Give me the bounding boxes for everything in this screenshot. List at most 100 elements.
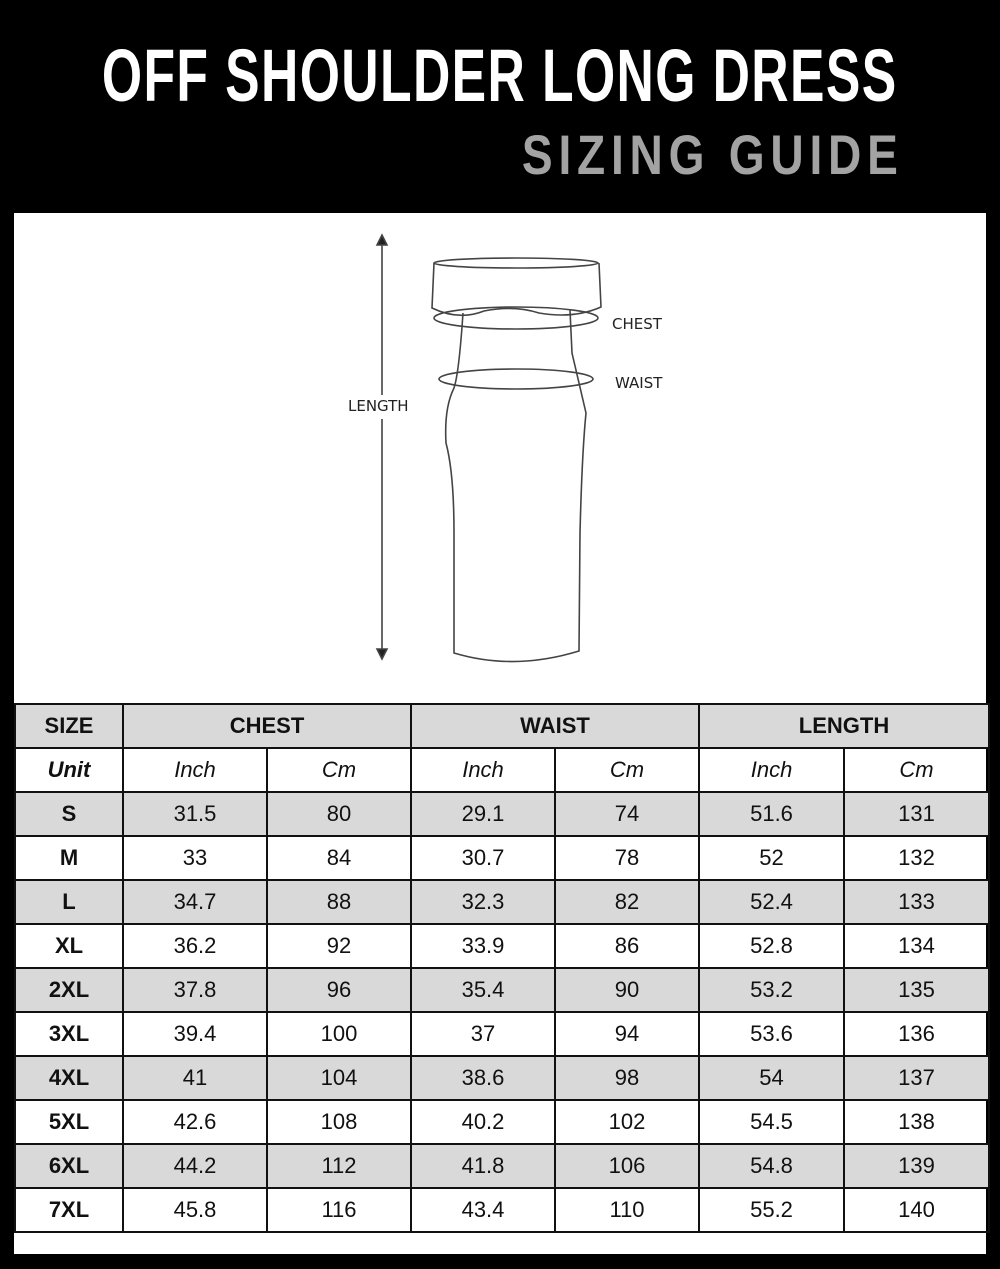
value-cell: 37.8 [122, 967, 268, 1013]
size-cell: S [14, 791, 124, 837]
unit-cell: Cm [553, 747, 701, 793]
table-row: M 33 84 30.7 78 52 132 [14, 835, 991, 881]
value-cell: 55.2 [698, 1187, 846, 1233]
value-cell: 35.4 [410, 967, 556, 1013]
table-row: S 31.5 80 29.1 74 51.6 131 [14, 791, 991, 837]
value-cell: 131 [843, 791, 991, 837]
table-row: XL 36.2 92 33.9 86 52.8 134 [14, 923, 991, 969]
size-cell: 7XL [14, 1187, 124, 1233]
value-cell: 86 [553, 923, 701, 969]
value-cell: 37 [410, 1011, 556, 1057]
value-cell: 33 [122, 835, 268, 881]
value-cell: 84 [266, 835, 412, 881]
value-cell: 80 [266, 791, 412, 837]
value-cell: 112 [266, 1143, 412, 1189]
table-row: 3XL 39.4 100 37 94 53.6 136 [14, 1011, 991, 1057]
value-cell: 102 [553, 1099, 701, 1145]
value-cell: 32.3 [410, 879, 556, 925]
unit-cell: Cm [843, 747, 991, 793]
table-row: 7XL 45.8 116 43.4 110 55.2 140 [14, 1187, 991, 1233]
length-label: LENGTH [348, 397, 409, 415]
value-cell: 140 [843, 1187, 991, 1233]
value-cell: 132 [843, 835, 991, 881]
value-cell: 54.5 [698, 1099, 846, 1145]
value-cell: 133 [843, 879, 991, 925]
chest-label: CHEST [612, 315, 663, 333]
size-header: SIZE [14, 703, 124, 749]
value-cell: 110 [553, 1187, 701, 1233]
value-cell: 98 [553, 1055, 701, 1101]
size-cell: 2XL [14, 967, 124, 1013]
value-cell: 134 [843, 923, 991, 969]
size-cell: L [14, 879, 124, 925]
unit-header: Unit [14, 747, 124, 793]
value-cell: 139 [843, 1143, 991, 1189]
value-cell: 43.4 [410, 1187, 556, 1233]
unit-cell: Inch [410, 747, 556, 793]
value-cell: 41 [122, 1055, 268, 1101]
value-cell: 52.8 [698, 923, 846, 969]
table-row: L 34.7 88 32.3 82 52.4 133 [14, 879, 991, 925]
value-cell: 94 [553, 1011, 701, 1057]
chest-header: CHEST [122, 703, 412, 749]
size-cell: XL [14, 923, 124, 969]
value-cell: 52.4 [698, 879, 846, 925]
value-cell: 106 [553, 1143, 701, 1189]
value-cell: 41.8 [410, 1143, 556, 1189]
value-cell: 52 [698, 835, 846, 881]
value-cell: 78 [553, 835, 701, 881]
value-cell: 74 [553, 791, 701, 837]
value-cell: 40.2 [410, 1099, 556, 1145]
value-cell: 29.1 [410, 791, 556, 837]
value-cell: 45.8 [122, 1187, 268, 1233]
value-cell: 135 [843, 967, 991, 1013]
size-guide-panel: CHEST WAIST LENGTH SIZE CHEST WAIST LENG… [14, 213, 991, 1254]
size-cell: 5XL [14, 1099, 124, 1145]
value-cell: 96 [266, 967, 412, 1013]
value-cell: 90 [553, 967, 701, 1013]
unit-cell: Inch [698, 747, 846, 793]
value-cell: 88 [266, 879, 412, 925]
header-row: SIZE CHEST WAIST LENGTH [14, 703, 991, 749]
table-row: 5XL 42.6 108 40.2 102 54.5 138 [14, 1099, 991, 1145]
page-title: OFF SHOULDER LONG DRESS [102, 34, 898, 117]
value-cell: 31.5 [122, 791, 268, 837]
unit-cell: Cm [266, 747, 412, 793]
value-cell: 100 [266, 1011, 412, 1057]
value-cell: 137 [843, 1055, 991, 1101]
value-cell: 53.6 [698, 1011, 846, 1057]
waist-ring [438, 368, 594, 390]
value-cell: 104 [266, 1055, 412, 1101]
size-cell: 6XL [14, 1143, 124, 1189]
value-cell: 138 [843, 1099, 991, 1145]
value-cell: 38.6 [410, 1055, 556, 1101]
value-cell: 30.7 [410, 835, 556, 881]
table-row: 4XL 41 104 38.6 98 54 137 [14, 1055, 991, 1101]
dress-diagram: CHEST WAIST LENGTH [348, 233, 663, 663]
value-cell: 53.2 [698, 967, 846, 1013]
size-cell: M [14, 835, 124, 881]
value-cell: 51.6 [698, 791, 846, 837]
page-subtitle: SIZING GUIDE [522, 123, 904, 186]
chest-ring [433, 306, 599, 330]
unit-cell: Inch [122, 747, 268, 793]
table-row: 2XL 37.8 96 35.4 90 53.2 135 [14, 967, 991, 1013]
size-cell: 4XL [14, 1055, 124, 1101]
table-row: 6XL 44.2 112 41.8 106 54.8 139 [14, 1143, 991, 1189]
value-cell: 44.2 [122, 1143, 268, 1189]
value-cell: 54.8 [698, 1143, 846, 1189]
value-cell: 42.6 [122, 1099, 268, 1145]
value-cell: 136 [843, 1011, 991, 1057]
size-cell: 3XL [14, 1011, 124, 1057]
waist-header: WAIST [409, 703, 701, 749]
length-header: LENGTH [698, 703, 991, 749]
value-cell: 92 [266, 923, 412, 969]
unit-row: Unit Inch Cm Inch Cm Inch Cm [14, 747, 991, 793]
value-cell: 116 [266, 1187, 412, 1233]
value-cell: 33.9 [410, 923, 556, 969]
value-cell: 34.7 [122, 879, 268, 925]
waist-label: WAIST [615, 374, 663, 392]
value-cell: 54 [698, 1055, 846, 1101]
value-cell: 108 [266, 1099, 412, 1145]
value-cell: 82 [553, 879, 701, 925]
